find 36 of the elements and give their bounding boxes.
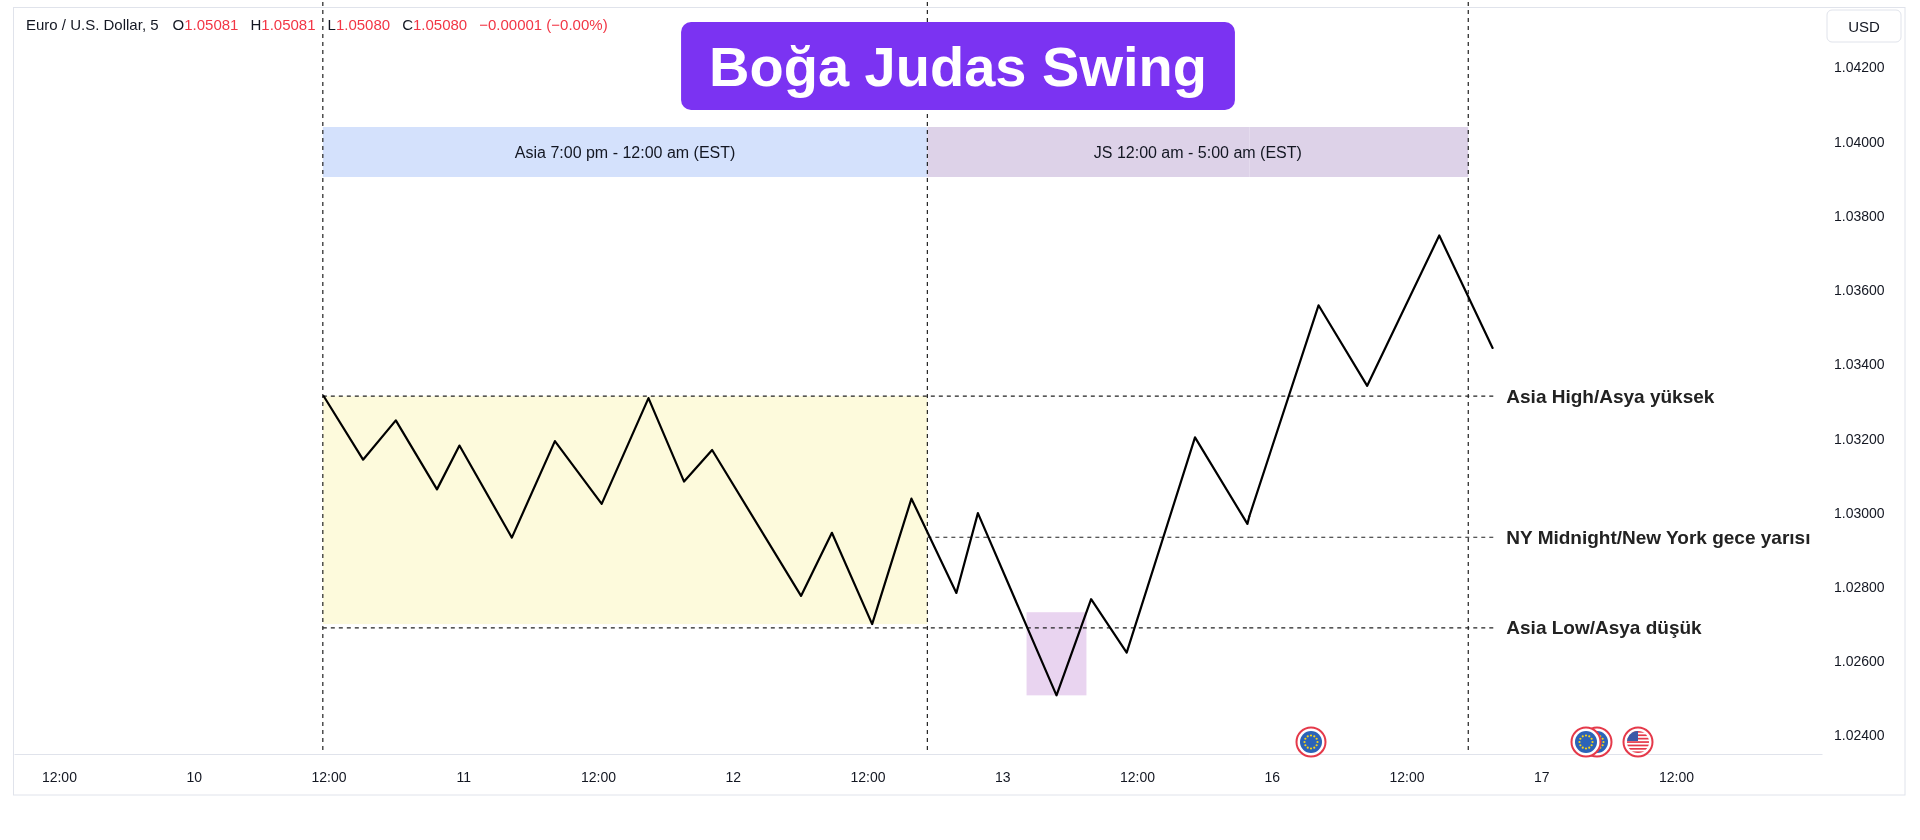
x-tick-label: 12:00 [580,768,617,785]
x-tick-label: 12:00 [311,768,347,785]
annotation: H1.05081 [250,15,316,33]
y-tick-label: 1.03600 [1834,282,1885,299]
series-label: NY Midnight/New York gece yarısı [1506,526,1811,548]
series-label: Asia Low/Asya düşük [1506,617,1703,639]
annotation: O1.05081 [172,15,239,33]
y-tick-label: 1.03000 [1834,504,1885,521]
x-tick-label: 10 [186,768,203,785]
y-tick-label: 1.03200 [1834,430,1885,447]
annotation: L1.05080 [327,15,391,33]
x-tick-label: 12:00 [850,768,886,785]
annotation: −0.00001 (−0.00%) [479,15,608,33]
band-label: JS 12:00 am - 5:00 am (EST) [1093,143,1302,161]
y-tick-label: 1.04000 [1834,133,1885,150]
x-tick-label: 12:00 [1119,768,1156,785]
x-tick-label: 16 [1264,768,1281,785]
y-axis-title: USD [1848,17,1880,35]
band-label: Asia 7:00 pm - 12:00 am (EST) [514,143,736,161]
y-tick-label: 1.03800 [1834,207,1885,224]
text: Euro / U.S. Dollar, 5 [26,15,159,33]
y-tick-label: 1.02600 [1834,653,1885,670]
y-tick-label: 1.04200 [1834,59,1885,76]
x-tick-label: 12:00 [41,768,78,785]
x-tick-label: 12:00 [1658,768,1695,785]
x-tick-label: 12 [725,768,742,785]
series-label: Asia High/Asya yüksek [1506,385,1715,407]
x-tick-label: 12:00 [1389,768,1425,785]
x-tick-label: 17 [1533,768,1550,785]
x-tick-label: 13 [994,768,1011,785]
text: Boğa Judas Swing [709,34,1207,98]
y-tick-label: 1.02800 [1834,578,1885,595]
annotation: C1.05080 [402,15,468,33]
y-tick-label: 1.02400 [1834,727,1885,744]
y-tick-label: 1.03400 [1834,356,1885,373]
x-tick-label: 11 [456,768,472,785]
